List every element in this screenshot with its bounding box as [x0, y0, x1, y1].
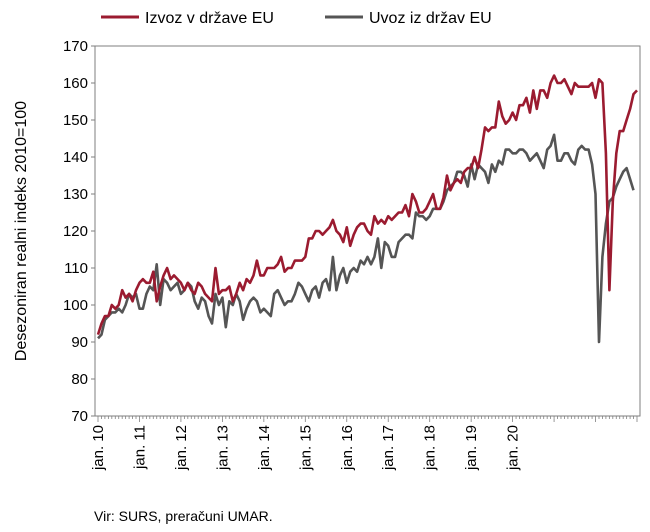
- y-tick-label: 130: [63, 186, 88, 203]
- y-axis: 70 80 90 100 110 120 130 140 150 160 170: [63, 38, 95, 425]
- legend: Izvoz v države EU Uvoz iz držav EU: [101, 10, 492, 27]
- x-tick-label: jan. 20: [505, 425, 522, 471]
- y-axis-title: Desezoniran realni indeks 2010=100: [13, 101, 30, 361]
- y-tick-label: 80: [71, 371, 88, 388]
- y-tick-label: 110: [64, 260, 88, 277]
- x-tick-label: jan. 19: [463, 425, 480, 471]
- series-group: [96, 74, 638, 344]
- y-tick-label: 120: [63, 223, 88, 240]
- x-tick-label: jan. 14: [256, 425, 273, 471]
- x-tick-label: jan. 13: [214, 425, 231, 471]
- y-tick-label: 140: [63, 149, 88, 166]
- x-tick-label: jan. 11: [131, 425, 148, 470]
- x-tick-label: jan. 16: [339, 425, 356, 471]
- y-tick-label: 170: [63, 38, 88, 55]
- y-tick-label: 90: [71, 334, 88, 351]
- series-line-import: [97, 133, 635, 344]
- x-axis: jan. 10 jan. 11 jan. 12 jan. 13 jan. 14 jan. …: [90, 416, 638, 471]
- y-tick-label: 70: [71, 408, 88, 425]
- x-tick-label: jan. 18: [422, 425, 439, 471]
- x-tick-label: jan. 12: [173, 425, 190, 471]
- series-line-export: [96, 74, 638, 335]
- legend-label-import: Uvoz iz držav EU: [369, 10, 492, 27]
- y-tick-label: 160: [63, 75, 88, 92]
- source-note: Vir: SURS, preračuni UMAR.: [94, 508, 273, 524]
- x-tick-label: jan. 15: [297, 425, 314, 471]
- x-tick-label: jan. 17: [380, 425, 397, 471]
- y-tick-label: 100: [63, 297, 88, 314]
- x-tick-label: jan. 10: [90, 425, 107, 471]
- legend-label-export: Izvoz v države EU: [145, 10, 274, 27]
- y-tick-label: 150: [63, 112, 88, 129]
